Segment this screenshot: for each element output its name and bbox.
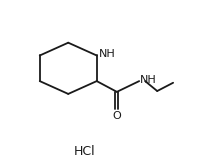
Text: NH: NH — [140, 75, 157, 85]
Text: NH: NH — [99, 49, 116, 59]
Text: HCl: HCl — [73, 145, 95, 158]
Text: O: O — [112, 111, 121, 121]
